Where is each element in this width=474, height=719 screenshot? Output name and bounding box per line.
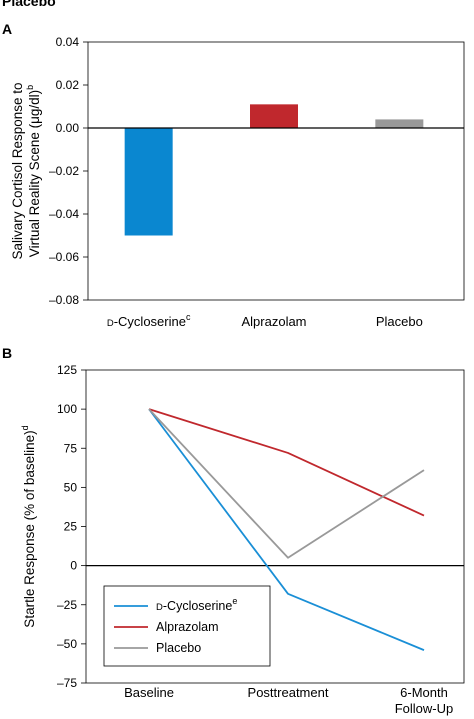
y-tick-label: 0.02 bbox=[56, 78, 80, 92]
series-line bbox=[148, 408, 425, 517]
y-tick-label: 0.00 bbox=[56, 121, 80, 135]
y-tick-label: –0.06 bbox=[49, 250, 79, 264]
y-tick-label: 75 bbox=[64, 441, 78, 455]
category-name: -Cycloserine bbox=[114, 314, 186, 329]
y-tick-label: –50 bbox=[57, 637, 77, 651]
x-category-label: Baseline bbox=[124, 685, 174, 700]
y-tick-label: 0 bbox=[70, 559, 77, 573]
x-category-label: D-Cycloserinec bbox=[107, 312, 191, 329]
smallcap-prefix: D bbox=[156, 602, 163, 613]
panel-a-label: A bbox=[2, 21, 12, 37]
x-category-label: Posttreatment bbox=[248, 685, 329, 700]
y-axis-title: Salivary Cortisol Response to Virtual Rea… bbox=[10, 82, 42, 259]
footnote-mark: e bbox=[232, 596, 237, 606]
y-tick-label: –0.02 bbox=[49, 164, 79, 178]
y-tick-label: 50 bbox=[64, 480, 78, 494]
panel-b-chart: 125 100 75 50 25 0 –25 –50 –75 Baseline Posttreatm… bbox=[20, 363, 465, 716]
y-tick-label: –25 bbox=[57, 598, 77, 612]
footnote-mark: c bbox=[186, 312, 191, 322]
y-axis-title-line-2: Virtual Reality Scene (μg/dl) bbox=[27, 90, 42, 257]
x-category-label: Alprazolam bbox=[241, 314, 306, 329]
bar bbox=[124, 128, 173, 236]
x-category-label: Placebo bbox=[376, 314, 423, 329]
legend-entry: D-Cycloserinee bbox=[156, 596, 237, 613]
y-tick-label: –0.04 bbox=[49, 207, 79, 221]
footnote-mark: b bbox=[25, 85, 35, 90]
y-tick-label: –75 bbox=[57, 676, 77, 690]
y-axis-title-text: Startle Response (% of baseline) bbox=[22, 430, 37, 627]
legend-entry: Alprazolam bbox=[156, 620, 219, 634]
legend-entry: Placebo bbox=[156, 641, 201, 655]
legend-label: Alprazolam bbox=[156, 620, 219, 634]
y-tick-label: 0.04 bbox=[56, 35, 80, 49]
cropped-header-text: Placebo bbox=[2, 0, 56, 9]
panel-a-chart: 0.04 0.02 0.00 –0.02 –0.04 –0.06 –0.08 D-Cyclos… bbox=[10, 35, 465, 329]
category-name: Placebo bbox=[376, 314, 423, 329]
panel-b-label: B bbox=[2, 345, 12, 361]
category-name: Alprazolam bbox=[241, 314, 306, 329]
y-tick-label: 25 bbox=[64, 520, 78, 534]
y-tick-label: –0.08 bbox=[49, 293, 79, 307]
x-category-label: 6-Month bbox=[400, 685, 448, 700]
y-axis-title: Startle Response (% of baseline)d bbox=[20, 425, 37, 627]
legend-label: -Cycloserine bbox=[163, 599, 233, 613]
series-line bbox=[148, 408, 425, 559]
x-category-label: Follow-Up bbox=[395, 701, 454, 716]
smallcap-prefix: D bbox=[107, 318, 114, 329]
legend-box bbox=[103, 585, 271, 667]
y-tick-label: 100 bbox=[57, 402, 77, 416]
y-axis-title-line-1: Salivary Cortisol Response to bbox=[10, 82, 25, 259]
bar bbox=[250, 104, 298, 128]
footnote-mark: d bbox=[20, 425, 30, 430]
y-tick-label: 125 bbox=[57, 363, 77, 377]
series-line bbox=[148, 408, 425, 651]
bar bbox=[375, 119, 424, 128]
legend-label: Placebo bbox=[156, 641, 201, 655]
